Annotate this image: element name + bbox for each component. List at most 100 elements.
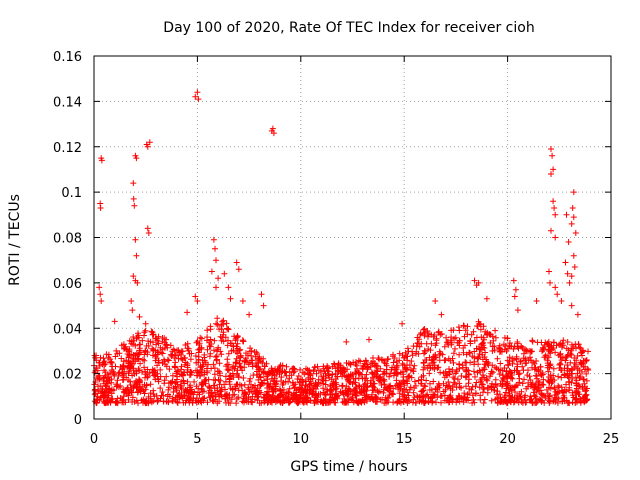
- data-point: [375, 355, 382, 361]
- data-point: [575, 382, 582, 388]
- data-point: [373, 367, 380, 374]
- data-point: [391, 355, 398, 361]
- data-point: [169, 372, 176, 379]
- axis-ticks: [93, 55, 612, 420]
- data-point: [130, 195, 137, 202]
- data-point: [577, 375, 583, 381]
- data-point: [519, 345, 526, 351]
- data-point: [221, 270, 228, 277]
- data-point: [125, 370, 132, 377]
- data-point: [546, 384, 552, 391]
- data-point: [296, 386, 303, 393]
- data-point: [242, 358, 249, 365]
- data-point: [355, 357, 362, 364]
- data-point: [501, 334, 508, 341]
- data-point: [129, 355, 136, 362]
- data-point: [106, 377, 113, 384]
- data-point: [125, 348, 132, 355]
- data-point: [307, 378, 314, 385]
- data-point: [333, 383, 340, 390]
- data-point: [454, 397, 461, 403]
- data-point: [371, 371, 378, 378]
- data-point: [511, 293, 518, 300]
- data-point: [225, 326, 232, 333]
- data-point: [494, 399, 501, 406]
- data-point: [267, 370, 274, 377]
- data-point: [499, 372, 506, 379]
- data-point: [127, 382, 134, 388]
- data-point: [414, 334, 421, 341]
- data-point: [386, 373, 393, 380]
- data-point: [538, 339, 545, 346]
- data-point: [130, 180, 137, 187]
- data-point: [217, 372, 224, 379]
- data-point: [561, 371, 568, 378]
- data-point: [437, 350, 444, 357]
- data-point: [237, 352, 244, 359]
- data-point: [460, 345, 467, 351]
- data-point: [410, 389, 417, 396]
- data-point: [583, 391, 590, 398]
- data-point: [462, 327, 469, 334]
- data-point: [131, 398, 138, 405]
- data-point: [230, 363, 237, 370]
- data-point: [467, 337, 474, 344]
- data-point: [356, 382, 362, 389]
- data-point: [130, 367, 137, 374]
- data-point: [157, 385, 164, 392]
- data-point: [317, 390, 324, 397]
- data-point: [305, 374, 312, 381]
- data-point: [222, 395, 229, 402]
- data-point: [224, 325, 230, 332]
- data-point: [436, 357, 443, 364]
- data-point: [354, 399, 361, 406]
- data-point: [517, 394, 524, 401]
- data-point: [105, 354, 112, 361]
- data-point: [557, 353, 564, 360]
- data-point: [155, 359, 162, 366]
- data-point: [264, 370, 271, 377]
- data-point: [436, 382, 443, 389]
- data-point: [570, 189, 577, 196]
- data-point: [193, 395, 200, 401]
- data-point: [108, 367, 115, 373]
- data-point: [254, 397, 261, 404]
- data-point: [515, 371, 522, 378]
- data-point: [366, 336, 372, 343]
- data-point: [539, 344, 546, 351]
- data-point: [432, 354, 439, 361]
- data-point: [204, 399, 211, 406]
- data-point: [324, 388, 331, 395]
- data-point: [519, 380, 526, 387]
- data-point: [103, 386, 110, 392]
- data-point: [368, 377, 374, 384]
- data-point: [283, 363, 290, 370]
- data-point: [349, 391, 356, 397]
- data-point: [178, 348, 185, 355]
- data-point: [258, 291, 265, 298]
- data-point: [569, 375, 576, 382]
- data-point: [290, 379, 296, 386]
- data-point: [550, 198, 557, 205]
- data-point: [571, 264, 578, 270]
- data-point: [215, 346, 222, 353]
- data-point: [558, 384, 565, 391]
- data-point: [292, 393, 299, 400]
- data-point: [529, 348, 535, 355]
- data-point: [444, 397, 450, 404]
- data-point: [448, 334, 455, 341]
- data-point: [492, 364, 498, 371]
- data-point: [322, 381, 329, 388]
- data-point: [240, 375, 247, 381]
- data-point: [144, 366, 151, 373]
- data-point: [577, 399, 584, 406]
- data-point: [387, 370, 394, 377]
- data-point: [545, 347, 552, 353]
- data-point: [394, 370, 401, 377]
- data-point: [144, 225, 151, 232]
- data-point: [532, 364, 539, 371]
- data-point: [459, 364, 466, 371]
- data-point: [435, 364, 442, 371]
- data-point: [163, 363, 170, 370]
- data-point: [100, 398, 107, 405]
